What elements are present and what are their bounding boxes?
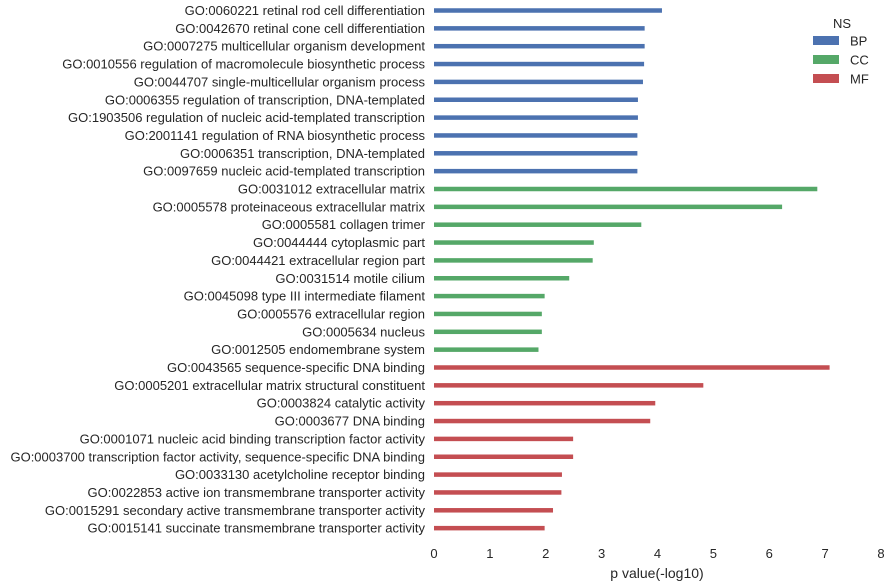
category-label: GO:0003700 transcription factor activity… [10, 449, 425, 464]
bar [434, 151, 638, 156]
x-tick-label: 0 [430, 546, 437, 561]
category-label: GO:0097659 nucleic acid-templated transc… [143, 164, 425, 179]
category-label: GO:0031012 extracellular matrix [238, 182, 426, 197]
x-tick-label: 5 [710, 546, 717, 561]
legend-swatch [813, 55, 839, 64]
bar [434, 400, 656, 406]
bar [434, 61, 645, 67]
bar [434, 293, 545, 299]
bar [434, 525, 545, 531]
category-label: GO:0031514 motile cilium [275, 271, 425, 286]
legend-label: CC [850, 53, 869, 68]
bars [434, 8, 830, 531]
x-tick-label: 1 [486, 546, 493, 561]
category-label: GO:0015141 succinate transmembrane trans… [88, 521, 426, 536]
bar [434, 133, 638, 138]
category-label: GO:0015291 secondary active transmembran… [45, 503, 426, 518]
x-axis-title: p value(-log10) [610, 565, 703, 581]
legend-label: MF [850, 72, 869, 87]
x-tick-label: 2 [542, 546, 549, 561]
bar [434, 329, 542, 335]
category-label: GO:0044444 cytoplasmic part [253, 235, 425, 250]
legend-swatch [813, 74, 839, 83]
category-label: GO:0001071 nucleic acid binding transcri… [80, 431, 426, 446]
bar [434, 186, 818, 192]
category-label: GO:0044421 extracellular region part [211, 253, 425, 268]
category-label: GO:0005201 extracellular matrix structur… [114, 378, 425, 393]
category-label: GO:0006355 regulation of transcription, … [105, 92, 425, 107]
bar [434, 97, 638, 102]
category-label: GO:0003677 DNA binding [275, 414, 425, 429]
legend-entries: BP CC MF [813, 34, 869, 87]
bar [434, 454, 574, 459]
category-label: GO:1903506 regulation of nucleic acid-te… [68, 110, 425, 125]
category-label: GO:0022853 active ion transmembrane tran… [88, 485, 426, 500]
x-tick-label: 7 [822, 546, 829, 561]
bar [434, 508, 554, 513]
bar [434, 204, 783, 210]
bar [434, 418, 651, 424]
bar [434, 472, 562, 477]
category-label: GO:0042670 retinal cone cell differentia… [175, 21, 425, 36]
x-tick-label: 6 [766, 546, 773, 561]
legend-title: NS [833, 16, 851, 31]
bar [434, 168, 638, 174]
bar [434, 347, 539, 352]
legend-label: BP [850, 34, 867, 49]
x-tick-label: 3 [598, 546, 605, 561]
bar [434, 365, 830, 370]
category-label: GO:0010556 regulation of macromolecule b… [62, 57, 425, 72]
bar [434, 222, 642, 227]
bar [434, 311, 542, 317]
category-label: GO:0044707 single-multicellular organism… [134, 74, 426, 89]
bar [434, 276, 570, 281]
category-label: GO:0007275 multicellular organism develo… [143, 39, 425, 54]
bar [434, 26, 645, 31]
bar [434, 383, 704, 388]
legend-swatch [813, 36, 839, 45]
category-label: GO:0006351 transcription, DNA-templated [180, 146, 425, 161]
category-label: GO:2001141 regulation of RNA biosyntheti… [125, 128, 426, 143]
bar [434, 8, 662, 13]
category-label: GO:0005581 collagen trimer [262, 217, 426, 232]
x-tick-label: 8 [877, 546, 884, 561]
category-label: GO:0060221 retinal rod cell differentiat… [185, 3, 425, 18]
category-labels: GO:0060221 retinal rod cell differentiat… [10, 3, 425, 536]
bar [434, 79, 643, 85]
legend: NS BP CC MF [813, 16, 869, 87]
x-tick-label: 4 [654, 546, 661, 561]
category-label: GO:0033130 acetylcholine receptor bindin… [175, 467, 425, 482]
category-label: GO:0045098 type III intermediate filamen… [184, 289, 426, 304]
category-label: GO:0012505 endomembrane system [211, 342, 425, 357]
category-label: GO:0005634 nucleus [302, 324, 425, 339]
bar [434, 115, 638, 120]
x-axis-ticks: 0 1 2 3 4 5 6 7 8 [430, 546, 884, 561]
bar [434, 240, 594, 245]
bar [434, 436, 574, 442]
bar [434, 490, 562, 495]
category-label: GO:0005578 proteinaceous extracellular m… [153, 199, 426, 214]
category-label: GO:0003824 catalytic activity [257, 396, 426, 411]
category-label: GO:0005576 extracellular region [237, 306, 425, 321]
bar [434, 43, 645, 49]
bar [434, 258, 593, 263]
category-label: GO:0043565 sequence-specific DNA binding [167, 360, 425, 375]
